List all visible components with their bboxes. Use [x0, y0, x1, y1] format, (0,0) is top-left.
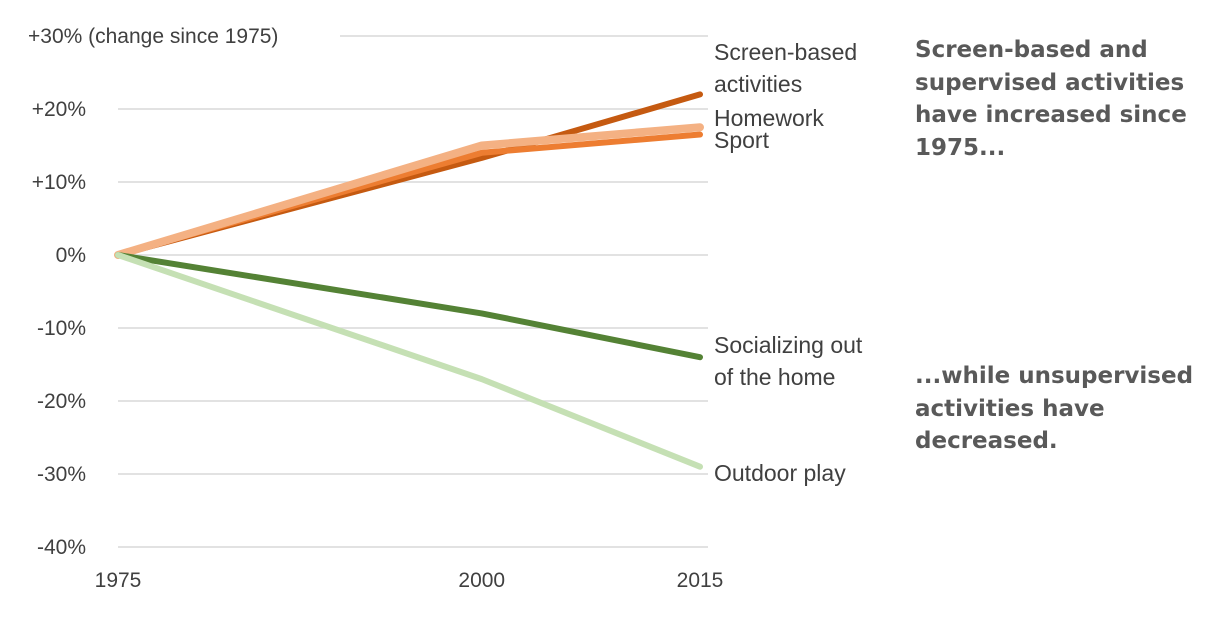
y-tick-label: -10% [37, 317, 86, 340]
series-line-homework [114, 123, 704, 259]
series-label: Outdoor play [714, 460, 846, 486]
series-line-socializing-out-of-the-home [115, 252, 703, 361]
y-tick-label: 0% [56, 244, 86, 267]
annotation-decrease: ...while unsupervised activities have de… [915, 363, 1194, 454]
y-tick-label: -40% [37, 536, 86, 559]
series-line-outdoor-play [115, 252, 703, 470]
x-tick-label: 2015 [677, 569, 724, 592]
series-label: Socializing out [714, 332, 863, 358]
y-tick-label: +30% (change since 1975) [28, 25, 278, 48]
annotation-increase: Screen-based and supervised activities h… [915, 37, 1187, 161]
series-label: Homework [714, 105, 824, 131]
x-tick-label: 2000 [458, 569, 505, 592]
y-tick-label: +20% [32, 98, 86, 121]
series-label: Screen-based [714, 39, 857, 65]
series-label: activities [714, 71, 802, 97]
y-tick-label: +10% [32, 171, 86, 194]
y-tick-label: -30% [37, 463, 86, 486]
series-label: of the home [714, 364, 835, 390]
series-label: Sport [714, 127, 770, 153]
y-tick-label: -20% [37, 390, 86, 413]
series-line-sport [115, 131, 703, 258]
x-tick-label: 1975 [95, 569, 142, 592]
